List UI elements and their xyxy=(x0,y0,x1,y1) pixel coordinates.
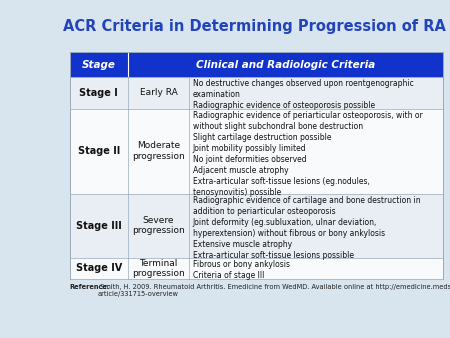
Text: Reference:: Reference: xyxy=(70,284,110,290)
Text: Radiographic evidence of cartilage and bone destruction in
addition to periartic: Radiographic evidence of cartilage and b… xyxy=(193,196,420,260)
Text: Terminal
progression: Terminal progression xyxy=(132,259,185,278)
Bar xyxy=(70,108,443,194)
Bar xyxy=(70,52,443,77)
Text: Clinical and Radiologic Criteria: Clinical and Radiologic Criteria xyxy=(196,59,375,70)
Bar xyxy=(70,258,443,279)
Text: Smith, H. 2009. Rheumatoid Arthritis. Emedicine from WedMD. Available online at : Smith, H. 2009. Rheumatoid Arthritis. Em… xyxy=(98,284,450,297)
Text: Stage II: Stage II xyxy=(77,146,120,156)
Text: Stage: Stage xyxy=(82,59,116,70)
Text: Stage III: Stage III xyxy=(76,221,122,231)
Text: Stage I: Stage I xyxy=(79,88,118,98)
Bar xyxy=(70,194,443,258)
Text: No destructive changes observed upon roentgenographic
examination
Radiographic e: No destructive changes observed upon roe… xyxy=(193,79,414,110)
Text: ACR Criteria in Determining Progression of RA: ACR Criteria in Determining Progression … xyxy=(63,19,446,33)
Text: Moderate
progression: Moderate progression xyxy=(132,142,185,161)
Text: Radiographic evidence of periarticular osteoporosis, with or
without slight subc: Radiographic evidence of periarticular o… xyxy=(193,111,423,197)
Text: Severe
progression: Severe progression xyxy=(132,216,185,235)
Bar xyxy=(70,77,443,108)
Text: Fibrous or bony ankylosis
Criteria of stage III: Fibrous or bony ankylosis Criteria of st… xyxy=(193,260,290,280)
Text: Stage IV: Stage IV xyxy=(76,263,122,273)
Text: Early RA: Early RA xyxy=(140,88,177,97)
